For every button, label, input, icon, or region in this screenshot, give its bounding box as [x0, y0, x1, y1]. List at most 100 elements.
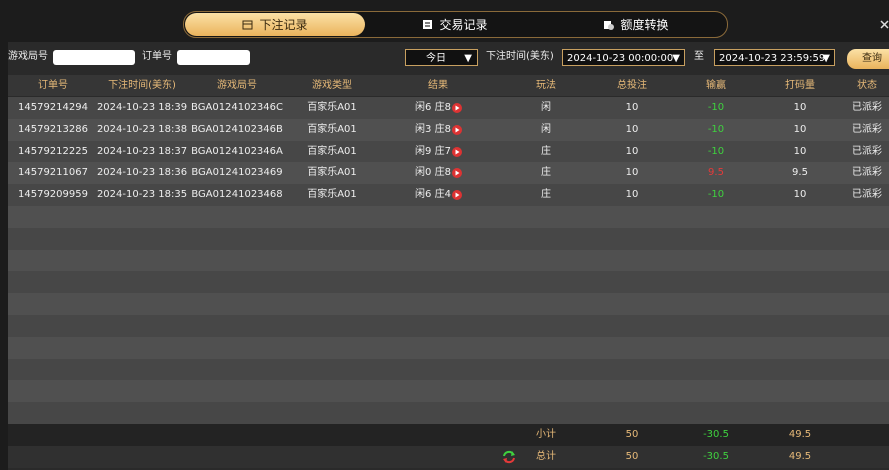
table-cell: 2024-10-23 18:39 — [96, 102, 188, 113]
tab[interactable]: 额度转换 — [546, 13, 726, 36]
subtotal-row: 小计 50 -30.5 49.5 — [8, 424, 889, 446]
play — [455, 127, 460, 133]
empty-row — [8, 249, 889, 272]
summary-turnover: 49.5 — [788, 429, 812, 440]
empty-row — [8, 271, 889, 294]
table-cell: BGA0124102346A — [191, 145, 283, 157]
table-cell: 闲9 庄7 — [415, 145, 451, 157]
select-value: 2024-10-23 00:00:00 — [567, 53, 674, 64]
tab-bar: 下注记录 交易记录 额度转换 — [183, 11, 728, 38]
table-cell: 10 — [625, 123, 639, 135]
period-select[interactable]: 今日 ▼ — [405, 49, 478, 66]
header-cell: 玩法 — [536, 80, 556, 91]
label: 订单号 — [142, 51, 172, 62]
button-label: 查询 — [862, 53, 882, 64]
table-cell: 10 — [625, 102, 639, 113]
table-cell: 百家乐A01 — [307, 123, 357, 135]
header-cell: 打码量 — [785, 80, 815, 91]
table: 订单号 下注时间(美东) 游戏局号 游戏类型 结果 玩法 总投注 输赢 打码量 状态 1457921… — [8, 75, 889, 470]
table-cell: 2024-10-23 18:38 — [96, 123, 188, 135]
empty-row — [8, 315, 889, 337]
arrow: ▼ — [464, 53, 472, 64]
header-cell: 结果 — [428, 80, 448, 91]
empty-row — [8, 380, 889, 403]
header-cell: 输赢 — [706, 80, 726, 91]
table-cell: 10 — [793, 123, 807, 135]
header-cell: 下注时间(美东) — [108, 80, 176, 91]
video-icon[interactable] — [452, 124, 462, 135]
video-icon[interactable] — [452, 168, 462, 179]
round-input[interactable] — [53, 50, 135, 65]
table-row[interactable]: 14579213286 2024-10-23 18:38 BGA0124102346… — [8, 118, 889, 141]
table-cell: 已派彩 — [852, 189, 882, 201]
start-select[interactable]: 2024-10-23 00:00:00 ▼ — [562, 49, 685, 66]
header-cell: 总投注 — [617, 80, 647, 91]
summary-win: -30.5 — [703, 451, 729, 462]
empty-row — [8, 227, 889, 250]
table-cell: 闲6 庄8 — [415, 102, 451, 113]
close-button[interactable] — [880, 20, 889, 29]
search-button[interactable]: 查询 — [847, 49, 889, 69]
end-select[interactable]: 2024-10-23 23:59:59 ▼ — [714, 49, 835, 66]
table-cell: 百家乐A01 — [307, 189, 357, 201]
table-row[interactable]: 14579212225 2024-10-23 18:37 BGA0124102346… — [8, 140, 889, 163]
table-cell: 9.5 — [708, 167, 724, 179]
video-icon[interactable] — [452, 146, 462, 157]
table-cell: BGA01241023468 — [191, 189, 283, 201]
table-cell: 已派彩 — [852, 145, 882, 157]
table-cell: 百家乐A01 — [307, 102, 357, 113]
play — [455, 170, 460, 176]
table-cell: BGA0124102346B — [191, 123, 283, 135]
panel: 游戏局号 订单号 今日 ▼ 下注时间(美东) 2024-10-23 00:00:… — [8, 42, 889, 470]
video-icon[interactable] — [452, 190, 462, 201]
empty-row — [8, 293, 889, 315]
tab-label: 额度转换 — [620, 18, 669, 32]
table-cell: 2024-10-23 18:36 — [96, 167, 188, 179]
table-cell: 14579213286 — [18, 123, 88, 135]
table-cell: 10 — [793, 102, 807, 113]
table-cell: 闲 — [541, 123, 551, 135]
table-cell: 10 — [625, 167, 639, 179]
label: 游戏局号 — [8, 51, 48, 62]
order-input[interactable] — [177, 50, 250, 65]
select-value: 今日 — [426, 53, 446, 64]
empty-row — [8, 402, 889, 424]
summary-bet: 50 — [625, 451, 639, 462]
table-cell: -10 — [707, 123, 725, 135]
summary-label: 小计 — [536, 429, 556, 440]
table-row[interactable]: 14579211067 2024-10-23 18:36 BGA0124102346… — [8, 162, 889, 185]
refresh — [503, 450, 515, 464]
header-cell: 状态 — [857, 80, 877, 91]
table-cell: 庄 — [541, 167, 551, 179]
table-cell: 已派彩 — [852, 123, 882, 135]
table-cell: BGA0124102346C — [191, 102, 283, 113]
table-cell: 闲 — [541, 102, 551, 113]
table-cell: -10 — [707, 102, 725, 113]
table-cell: 14579212225 — [18, 145, 88, 157]
summary-bet: 50 — [625, 429, 639, 440]
table-cell: -10 — [707, 145, 725, 157]
tab-label: 下注记录 — [259, 18, 308, 32]
refresh-icon[interactable] — [502, 450, 516, 464]
table-cell: 闲0 庄8 — [415, 167, 451, 179]
table-row[interactable]: 14579209959 2024-10-23 18:35 BGA0124102346… — [8, 184, 889, 206]
table-cell: 百家乐A01 — [307, 145, 357, 157]
label: 下注时间(美东) — [486, 51, 554, 62]
table-cell: -10 — [707, 189, 725, 201]
icon — [423, 20, 433, 29]
header-row: 订单号 下注时间(美东) 游戏局号 游戏类型 结果 玩法 总投注 输赢 打码量 状态 — [8, 75, 889, 96]
table-cell: 庄 — [541, 145, 551, 157]
table-row[interactable]: 14579214294 2024-10-23 18:39 BGA0124102346… — [8, 97, 889, 119]
table-cell: 百家乐A01 — [307, 167, 357, 179]
tab-label: 交易记录 — [439, 18, 488, 32]
table-cell: 10 — [625, 145, 639, 157]
tab[interactable]: 交易记录 — [365, 13, 545, 36]
video-icon[interactable] — [452, 103, 462, 113]
total-row: 总计 50 -30.5 49.5 — [8, 446, 889, 468]
summary-win: -30.5 — [703, 429, 729, 440]
arrow: ▼ — [672, 53, 680, 64]
tab[interactable]: 下注记录 — [185, 13, 365, 36]
table-cell: 闲6 庄4 — [415, 189, 451, 201]
table-cell: 14579209959 — [18, 189, 88, 201]
table-cell: 闲3 庄8 — [415, 123, 451, 135]
